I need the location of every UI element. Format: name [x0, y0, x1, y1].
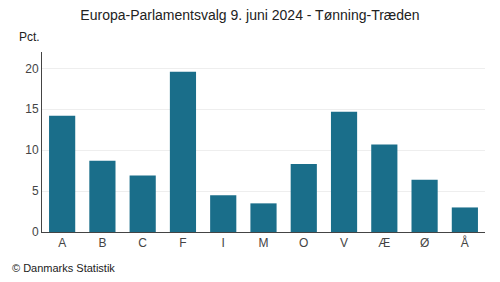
- svg-text:Europa-Parlamentsvalg 9. juni: Europa-Parlamentsvalg 9. juni 2024 - Tøn…: [80, 7, 419, 23]
- svg-text:C: C: [138, 236, 147, 250]
- svg-text:Å: Å: [461, 235, 469, 250]
- svg-text:O: O: [299, 236, 308, 250]
- svg-text:Ø: Ø: [420, 236, 429, 250]
- svg-text:15: 15: [25, 102, 39, 116]
- svg-text:V: V: [340, 236, 348, 250]
- svg-text:20: 20: [25, 62, 39, 76]
- svg-text:I: I: [222, 236, 225, 250]
- svg-text:© Danmarks Statistik: © Danmarks Statistik: [12, 262, 115, 274]
- svg-text:10: 10: [25, 143, 39, 157]
- svg-text:0: 0: [32, 225, 39, 239]
- svg-text:Æ: Æ: [378, 236, 390, 250]
- svg-text:Pct.: Pct.: [19, 30, 40, 44]
- svg-text:A: A: [58, 236, 66, 250]
- svg-text:M: M: [259, 236, 269, 250]
- svg-text:5: 5: [32, 184, 39, 198]
- svg-text:F: F: [179, 236, 186, 250]
- svg-text:B: B: [98, 236, 106, 250]
